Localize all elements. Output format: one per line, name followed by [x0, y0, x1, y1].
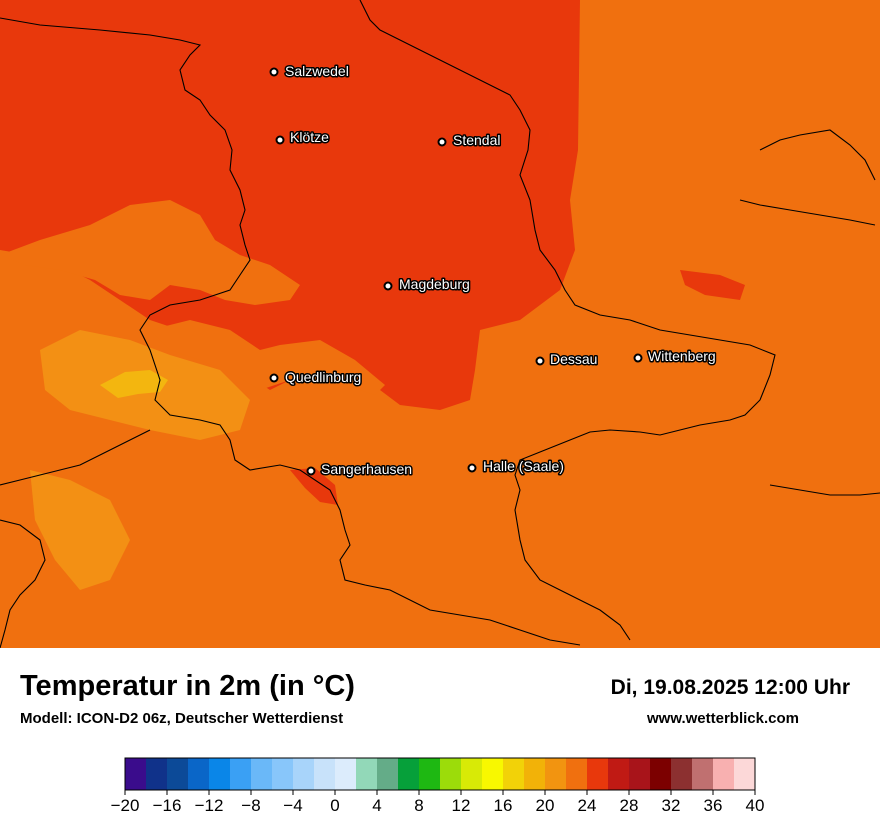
legend-swatch: [713, 758, 735, 790]
city-label: Klötze: [290, 129, 329, 145]
warm-spot-sangerhausen: [290, 468, 338, 505]
orange-patch-west: [0, 200, 300, 305]
website-link[interactable]: www.wetterblick.com: [647, 710, 799, 727]
legend-swatch: [503, 758, 525, 790]
legend-tick-label: −4: [283, 796, 302, 815]
legend-tick-label: −20: [111, 796, 140, 815]
city-salzwedel: Salzwedel: [269, 62, 350, 81]
forecast-datetime: Di, 19.08.2025 12:00 Uhr: [610, 676, 850, 699]
city-dot: [306, 466, 316, 476]
border-line-west: [0, 519, 46, 648]
legend-swatch: [608, 758, 630, 790]
city-label: Stendal: [453, 132, 500, 148]
legend-tick-label: −16: [153, 796, 182, 815]
color-legend: −20 −16 −12 −8 −4 0 4 8 12 16 20 24 28 32 36 40: [0, 750, 880, 830]
border-line-northeast-2: [759, 129, 876, 181]
legend-tick-label: 20: [536, 796, 555, 815]
city-label: Wittenberg: [648, 348, 716, 364]
legend-tick-label: 8: [414, 796, 423, 815]
legend-swatch: [692, 758, 714, 790]
city-dot: [269, 67, 279, 77]
city-label: Dessau: [550, 351, 597, 367]
legend-swatch: [356, 758, 378, 790]
city-wittenberg: Wittenberg: [633, 347, 717, 366]
city-label: Magdeburg: [399, 276, 470, 292]
border-line-southeast: [769, 484, 880, 496]
legend-swatch: [251, 758, 273, 790]
legend-swatch: [293, 758, 315, 790]
legend-swatch: [482, 758, 504, 790]
city-quedlinburg: Quedlinburg: [269, 368, 363, 387]
cooler-area-southwest: [30, 470, 130, 590]
legend-swatch: [461, 758, 483, 790]
legend-frame: [124, 757, 756, 791]
coolest-spot: [100, 370, 168, 398]
legend-tick-label: −8: [241, 796, 260, 815]
city-dot: [269, 373, 279, 383]
legend-tick-label: 40: [746, 796, 765, 815]
border-line-southwest: [0, 429, 151, 486]
legend-swatch: [377, 758, 399, 790]
city-label: Salzwedel: [285, 63, 349, 79]
map-title: Temperatur in 2m (in °C): [20, 670, 355, 702]
city-label: Quedlinburg: [285, 369, 361, 385]
city-sangerhausen: Sangerhausen: [306, 460, 414, 479]
legend-tick-label: 12: [452, 796, 471, 815]
legend-tick-label: 24: [578, 796, 597, 815]
legend-tick-label: 28: [620, 796, 639, 815]
legend-swatch: [146, 758, 168, 790]
warm-area-north: [0, 0, 580, 410]
legend-swatch: [335, 758, 357, 790]
legend-swatch: [209, 758, 231, 790]
city-dot: [535, 356, 545, 366]
legend-swatch: [734, 758, 756, 790]
city-stendal: Stendal: [437, 131, 502, 150]
legend-swatch: [440, 758, 462, 790]
legend-swatch: [419, 758, 441, 790]
legend-swatches: [125, 758, 756, 790]
border-line-east: [359, 0, 776, 641]
border-line-state: [0, 17, 581, 646]
legend-swatch: [524, 758, 546, 790]
border-lines: [0, 0, 880, 648]
legend-swatch: [671, 758, 693, 790]
legend-swatch: [314, 758, 336, 790]
legend-swatch: [587, 758, 609, 790]
model-source: Modell: ICON-D2 06z, Deutscher Wetterdie…: [20, 710, 344, 727]
legend-swatch: [125, 758, 147, 790]
legend-swatch: [188, 758, 210, 790]
legend-swatch: [272, 758, 294, 790]
city-dot: [467, 463, 477, 473]
legend-tick-label: 4: [372, 796, 381, 815]
legend-swatch: [398, 758, 420, 790]
legend-swatch: [629, 758, 651, 790]
city-halle: Halle (Saale): [467, 457, 565, 476]
legend-tick-label: 32: [662, 796, 681, 815]
city-label: Sangerhausen: [321, 461, 412, 477]
legend-tick-label: −12: [195, 796, 224, 815]
legend-tick-label: 0: [330, 796, 339, 815]
legend-swatch: [230, 758, 252, 790]
legend-tick-label: 16: [494, 796, 513, 815]
legend-swatch: [566, 758, 588, 790]
legend-swatch: [650, 758, 672, 790]
city-dessau: Dessau: [535, 350, 599, 369]
city-kloetze: Klötze: [275, 128, 331, 147]
border-line-northeast: [739, 199, 876, 226]
city-label: Halle (Saale): [483, 458, 564, 474]
city-magdeburg: Magdeburg: [383, 275, 471, 294]
temperature-map: Salzwedel Klötze Stendal Magdeburg Dessa…: [0, 0, 880, 648]
legend-swatch: [167, 758, 189, 790]
orange-patch-harz: [150, 320, 385, 395]
warm-area-east: [680, 270, 745, 300]
legend-swatch: [545, 758, 567, 790]
city-dot: [437, 137, 447, 147]
legend-ticks: −20 −16 −12 −8 −4 0 4 8 12 16 20 24 28 32 36 40: [111, 790, 765, 815]
legend-tick-label: 36: [704, 796, 723, 815]
city-dot: [633, 353, 643, 363]
city-dot: [383, 281, 393, 291]
city-dot: [275, 135, 285, 145]
